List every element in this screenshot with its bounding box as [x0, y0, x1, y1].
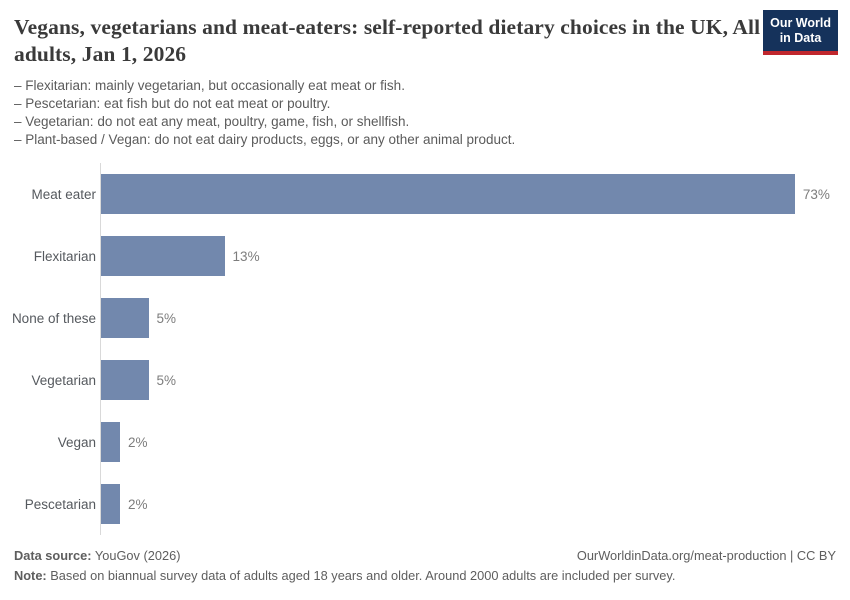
- bar-row: Pescetarian 2%: [14, 473, 836, 535]
- subtitle-line: – Pescetarian: eat fish but do not eat m…: [14, 96, 331, 111]
- category-label-vegetarian: Vegetarian: [31, 372, 96, 388]
- value-label: 2%: [128, 496, 148, 512]
- bar-row: Vegetarian 5%: [14, 349, 836, 411]
- note-text: Based on biannual survey data of adults …: [50, 567, 676, 583]
- note-label: Note:: [14, 567, 47, 583]
- bar-row: Meat eater 73%: [14, 163, 836, 225]
- subtitle-line: – Vegetarian: do not eat any meat, poult…: [14, 114, 410, 129]
- bar-track: 2%: [100, 473, 836, 535]
- value-label: 5%: [156, 310, 177, 326]
- bar-track: 73%: [100, 163, 836, 225]
- bar-meat-eater[interactable]: [101, 174, 795, 214]
- attribution-link[interactable]: OurWorldinData.org/meat-production | CC …: [576, 548, 836, 563]
- owid-logo[interactable]: Our World in Data: [763, 10, 838, 55]
- category-label-flexitarian: Flexitarian: [33, 248, 96, 264]
- value-label: 5%: [156, 372, 177, 388]
- data-source-value: YouGov (2026): [94, 548, 181, 563]
- bar-vegetarian[interactable]: [101, 360, 149, 400]
- chart-footer: Data source: YouGov (2026) OurWorldinDat…: [14, 546, 836, 585]
- bar-chart: Meat eater 73% Flexitarian 13% None of these…: [11, 163, 836, 535]
- chart-subtitle: – Flexitarian: mainly vegetarian, but oc…: [14, 77, 836, 149]
- value-label: 13%: [232, 248, 260, 264]
- bar-none-of-these[interactable]: [101, 298, 149, 338]
- bar-track: 13%: [100, 225, 836, 287]
- subtitle-line: – Plant-based / Vegan: do not eat dairy …: [14, 132, 516, 147]
- category-label-meat-eater: Meat eater: [31, 186, 96, 202]
- bar-track: 2%: [100, 411, 836, 473]
- bar-track: 5%: [100, 287, 836, 349]
- value-label: 2%: [128, 434, 148, 450]
- owid-logo-line2: in Data: [779, 31, 822, 45]
- category-label-vegan: Vegan: [57, 434, 96, 450]
- chart-title: Vegans, vegetarians and meat-eaters: sel…: [14, 15, 761, 66]
- bar-flexitarian[interactable]: [101, 236, 225, 276]
- bar-track: 5%: [100, 349, 836, 411]
- value-label: 73%: [802, 186, 830, 202]
- owid-logo-line1: Our World: [770, 16, 831, 30]
- data-source-label: Data source:: [14, 548, 92, 563]
- category-label-none-of-these: None of these: [11, 310, 96, 326]
- bar-vegan[interactable]: [101, 422, 121, 462]
- data-source: Data source: YouGov (2026): [14, 546, 180, 566]
- subtitle-line: – Flexitarian: mainly vegetarian, but oc…: [14, 78, 405, 93]
- bar-row: Vegan 2%: [14, 411, 836, 473]
- category-label-pescetarian: Pescetarian: [24, 496, 96, 512]
- bar-rows: Meat eater 73% Flexitarian 13% None of these…: [11, 163, 836, 535]
- bar-row: Flexitarian 13%: [14, 225, 836, 287]
- bar-row: None of these 5%: [11, 287, 836, 349]
- note: Note: Based on biannual survey data of a…: [14, 566, 836, 586]
- bar-pescetarian[interactable]: [101, 484, 121, 524]
